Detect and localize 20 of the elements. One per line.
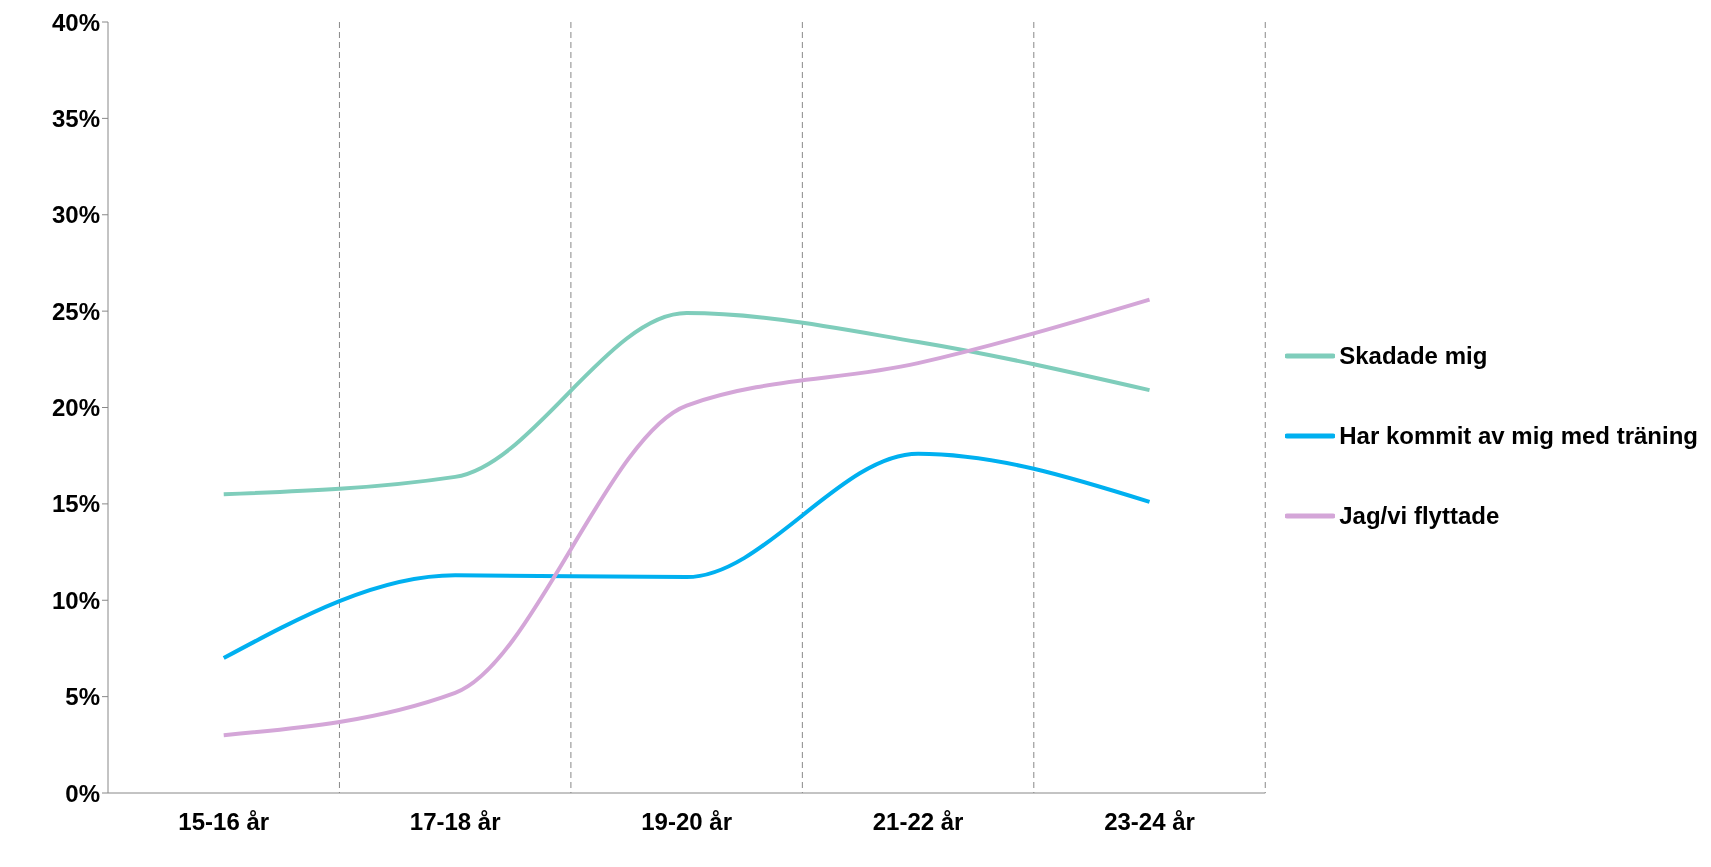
y-tick-label: 35% (51, 104, 100, 132)
x-tick-label: 21-22 år (872, 808, 964, 836)
line-series (221, 297, 1152, 738)
legend-label: Har kommit av mig med träning (1339, 421, 1698, 450)
legend-label: Jag/vi flyttade (1339, 501, 1500, 530)
x-tick-label: 19-20 år (641, 808, 732, 836)
x-tick-label: 17-18 år (409, 808, 501, 836)
legend-label: Skadade mig (1339, 341, 1488, 370)
line-series (221, 311, 1152, 497)
x-tick-label: 23-24 år (1104, 808, 1195, 836)
line-series (221, 451, 1152, 661)
y-tick-label: 25% (51, 297, 100, 325)
y-tick-label: 20% (51, 394, 100, 422)
y-tick-label: 0% (65, 779, 100, 807)
y-tick-label: 10% (51, 586, 100, 614)
x-tick-label: 15-16 år (178, 808, 270, 836)
y-tick-label: 15% (51, 490, 100, 518)
y-tick-label: 40% (51, 8, 100, 36)
y-tick-label: 30% (51, 201, 100, 229)
y-tick-label: 5% (65, 683, 100, 711)
